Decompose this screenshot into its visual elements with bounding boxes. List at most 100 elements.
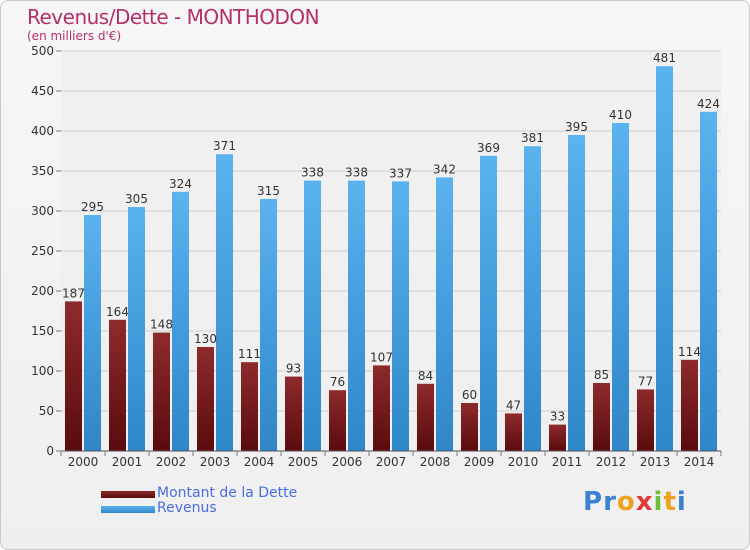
bar-dette [593,383,610,451]
value-label-dette: 107 [370,350,393,364]
bar-revenus [656,66,673,451]
bar-revenus [568,135,585,451]
bar-revenus [348,180,365,451]
bar-dette [197,347,214,451]
bar-revenus [172,191,189,452]
x-tick-label: 2006 [332,455,363,469]
x-tick-label: 2003 [200,455,231,469]
bar-dette [329,390,346,451]
value-label-revenus: 305 [125,192,148,206]
bar-revenus [700,111,717,452]
y-tick-label: 50 [39,404,54,418]
x-tick-label: 2014 [684,455,715,469]
x-tick-label: 2010 [508,455,539,469]
x-tick-label: 2004 [244,455,275,469]
value-label-revenus: 338 [301,166,324,180]
value-label-dette: 130 [194,332,217,346]
value-label-revenus: 410 [609,108,632,122]
bar-revenus [392,181,409,451]
value-label-revenus: 424 [697,97,720,111]
y-tick-label: 450 [31,84,54,98]
x-tick-label: 2007 [376,455,407,469]
bar-revenus [480,155,497,452]
bar-dette [505,413,522,451]
legend-swatch-dette [101,491,155,498]
x-tick-label: 2000 [68,455,99,469]
logo-letter: o [616,487,636,517]
value-label-dette: 114 [678,345,701,359]
bar-dette [109,319,126,451]
bar-revenus [260,199,277,451]
bar-dette [417,383,434,451]
value-label-dette: 47 [506,398,521,412]
bar-dette [681,359,698,451]
value-label-dette: 60 [462,388,477,402]
value-label-revenus: 371 [213,139,236,153]
x-tick-label: 2001 [112,455,143,469]
y-tick-label: 350 [31,164,54,178]
bar-revenus [436,177,453,451]
x-tick-label: 2002 [156,455,187,469]
legend-label-revenus: Revenus [157,500,217,516]
bar-revenus [612,123,629,451]
x-tick-label: 2009 [464,455,495,469]
bar-dette [549,424,566,451]
bar-dette [461,403,478,451]
value-label-revenus: 315 [257,184,280,198]
x-tick-label: 2005 [288,455,319,469]
chart-subtitle: (en milliers d'€) [27,29,122,43]
value-label-dette: 148 [150,318,173,332]
y-tick-label: 500 [31,44,54,58]
value-label-revenus: 369 [477,141,500,155]
y-tick-label: 300 [31,204,54,218]
logo-letter: P [583,487,604,517]
bar-revenus [128,207,145,451]
bar-revenus [216,154,233,451]
bar-dette [373,365,390,451]
bar-dette [65,301,82,451]
x-tick-label: 2012 [596,455,627,469]
value-label-dette: 187 [62,286,85,300]
value-label-revenus: 295 [81,200,104,214]
bar-dette [637,389,654,451]
x-tick-label: 2013 [640,455,671,469]
bar-dette [241,362,258,451]
bar-revenus [524,146,541,451]
x-tick-label: 2008 [420,455,451,469]
value-label-dette: 111 [238,347,261,361]
value-label-revenus: 381 [521,131,544,145]
y-tick-label: 400 [31,124,54,138]
x-tick-label: 2011 [552,455,583,469]
bar-dette [153,332,170,451]
legend-swatch-revenus [101,506,155,513]
chart-title: Revenus/Dette - MONTHODON [27,5,320,29]
logo-letter: i [653,487,664,517]
value-label-dette: 77 [638,374,653,388]
value-label-revenus: 481 [653,51,676,65]
y-tick-label: 150 [31,324,54,338]
value-label-revenus: 337 [389,166,412,180]
value-label-revenus: 324 [169,177,192,191]
y-tick-label: 0 [46,444,54,458]
value-label-dette: 84 [418,369,433,383]
value-label-dette: 76 [330,375,345,389]
bar-dette [285,376,302,451]
value-label-revenus: 342 [433,162,456,176]
value-label-dette: 164 [106,305,129,319]
logo-letter: i [676,487,687,517]
y-tick-label: 250 [31,244,54,258]
logo-letter: r [603,487,617,517]
bar-revenus [304,180,321,451]
logo-letter: t [663,487,677,517]
value-label-revenus: 338 [345,166,368,180]
legend-label-dette: Montant de la Dette [157,485,298,501]
value-label-dette: 33 [550,410,565,424]
logo-letter: x [635,487,654,517]
proxiti-logo: Proxiti [583,487,687,517]
value-label-dette: 93 [286,362,301,376]
value-label-revenus: 395 [565,120,588,134]
y-tick-label: 100 [31,364,54,378]
bar-revenus [84,215,101,451]
